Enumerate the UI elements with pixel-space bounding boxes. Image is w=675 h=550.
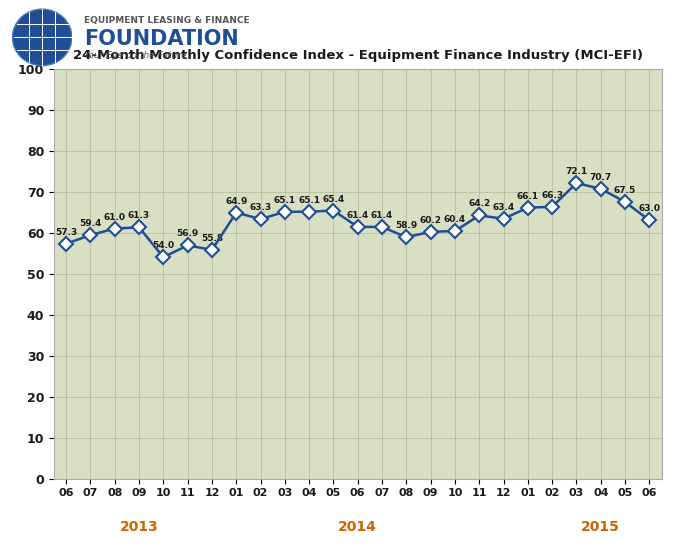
Text: 67.5: 67.5 xyxy=(614,186,636,195)
Text: 2013: 2013 xyxy=(119,520,159,534)
Text: 66.1: 66.1 xyxy=(517,192,539,201)
Text: 66.3: 66.3 xyxy=(541,191,563,200)
Text: 61.3: 61.3 xyxy=(128,211,150,221)
Text: 54.0: 54.0 xyxy=(153,241,174,250)
Text: 63.0: 63.0 xyxy=(639,205,660,213)
Title: 24-Month Monthly Confidence Index - Equipment Finance Industry (MCI-EFI): 24-Month Monthly Confidence Index - Equi… xyxy=(73,49,643,62)
Text: 60.2: 60.2 xyxy=(420,216,441,225)
Text: 61.0: 61.0 xyxy=(104,213,126,222)
Text: Your Eye on the Future: Your Eye on the Future xyxy=(84,51,187,59)
Text: EQUIPMENT LEASING & FINANCE: EQUIPMENT LEASING & FINANCE xyxy=(84,16,250,25)
Text: 65.1: 65.1 xyxy=(298,196,320,205)
Text: 63.3: 63.3 xyxy=(250,203,271,212)
Text: 72.1: 72.1 xyxy=(566,167,587,176)
Text: 2015: 2015 xyxy=(581,520,620,534)
Text: 64.2: 64.2 xyxy=(468,200,490,208)
Text: 57.3: 57.3 xyxy=(55,228,77,236)
Ellipse shape xyxy=(13,9,72,65)
Text: 60.4: 60.4 xyxy=(444,215,466,224)
Text: 55.8: 55.8 xyxy=(201,234,223,243)
Text: 70.7: 70.7 xyxy=(590,173,612,182)
Text: 2014: 2014 xyxy=(338,520,377,534)
Text: 59.4: 59.4 xyxy=(79,219,102,228)
Text: FOUNDATION: FOUNDATION xyxy=(84,29,239,48)
Text: 61.4: 61.4 xyxy=(347,211,369,220)
Text: 63.4: 63.4 xyxy=(493,203,514,212)
Text: 64.9: 64.9 xyxy=(225,197,248,206)
Text: 65.4: 65.4 xyxy=(323,195,344,204)
Text: 56.9: 56.9 xyxy=(177,229,198,238)
Text: 65.1: 65.1 xyxy=(274,196,296,205)
Text: 61.4: 61.4 xyxy=(371,211,393,220)
Text: 58.9: 58.9 xyxy=(396,221,417,230)
